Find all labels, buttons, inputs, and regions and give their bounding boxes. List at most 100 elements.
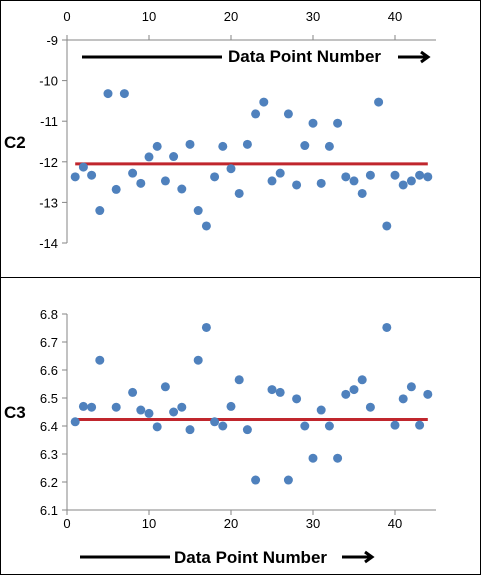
data-point (103, 89, 113, 99)
data-point (226, 401, 236, 411)
data-point (382, 322, 392, 332)
data-point (193, 355, 203, 365)
panel-frame (0, 277, 481, 575)
data-point (341, 389, 351, 399)
y-tick-label: -10 (39, 74, 58, 89)
data-point (136, 178, 146, 188)
y-tick-label: 6.6 (40, 363, 58, 378)
x-tick-label: 40 (388, 516, 402, 531)
data-point (406, 382, 416, 392)
x-tick-label: 30 (306, 516, 320, 531)
y-axis-label: C3 (4, 403, 26, 422)
data-point (365, 170, 375, 180)
data-point (382, 221, 392, 231)
y-tick-label: -12 (39, 155, 58, 170)
data-point (275, 168, 285, 178)
data-point (119, 89, 129, 99)
annotation-label: Data Point Number (228, 47, 381, 66)
data-point (160, 382, 170, 392)
data-point (201, 322, 211, 332)
data-point (210, 417, 220, 427)
data-point (78, 401, 88, 411)
y-axis-label: C2 (4, 133, 26, 152)
chart-panel-1: 0 10 20 30 40 -9 -10 -11 -12 -13 -14 C2 Data Point N… (0, 0, 481, 278)
data-point (218, 421, 228, 431)
data-point (251, 475, 261, 485)
data-point (365, 402, 375, 412)
data-point (160, 176, 170, 186)
data-point (234, 375, 244, 385)
x-tick-label: 10 (142, 516, 156, 531)
y-tick-label: 6.2 (40, 475, 58, 490)
data-point (415, 170, 425, 180)
data-point (169, 407, 179, 417)
data-point (275, 387, 285, 397)
data-point (152, 141, 162, 151)
data-point (415, 420, 425, 430)
data-point (267, 385, 277, 395)
arrow-right-icon (364, 550, 375, 564)
data-point (128, 168, 138, 178)
data-point (193, 206, 203, 216)
data-point (226, 164, 236, 174)
y-tick-label: 6.1 (40, 503, 58, 518)
data-point (316, 405, 326, 415)
data-point (406, 176, 416, 186)
data-point (95, 206, 105, 216)
data-point (218, 141, 228, 151)
data-point (201, 221, 211, 231)
panel-frame (0, 0, 481, 278)
data-point (185, 139, 195, 149)
data-point (111, 184, 121, 194)
x-tick-label: 0 (63, 516, 70, 531)
data-point (333, 453, 343, 463)
data-point (324, 141, 334, 151)
data-point (423, 389, 433, 399)
data-point (136, 405, 146, 415)
data-point (70, 172, 80, 182)
data-point (70, 417, 80, 427)
data-point (292, 394, 302, 404)
data-point (169, 152, 179, 162)
annotation-label: Data Point Number (174, 548, 327, 567)
x-tick-label: 0 (63, 9, 70, 24)
chart-panel-2: 0 10 20 30 40 6.8 6.7 6.6 6.5 6.4 6.3 6.2 6.1 C3 Data … (0, 277, 481, 575)
data-point (333, 118, 343, 128)
data-point (423, 172, 433, 182)
data-point (357, 375, 367, 385)
data-point (300, 421, 310, 431)
data-point (185, 425, 195, 435)
data-point (398, 394, 408, 404)
y-tick-label: 6.3 (40, 447, 58, 462)
data-point (357, 188, 367, 198)
data-point (390, 420, 400, 430)
data-point (349, 385, 359, 395)
data-point (234, 188, 244, 198)
y-tick-label: -11 (40, 114, 58, 129)
data-point (152, 422, 162, 432)
y-tick-label: 6.7 (40, 335, 58, 350)
data-point (374, 97, 384, 107)
data-point (251, 109, 261, 119)
y-tick-label: -14 (39, 236, 58, 251)
data-point (177, 402, 187, 412)
data-point (283, 109, 293, 119)
data-point (242, 425, 252, 435)
y-tick-label: -13 (39, 195, 58, 210)
data-point (111, 402, 121, 412)
data-point (95, 355, 105, 365)
data-point (308, 453, 318, 463)
data-point (210, 172, 220, 182)
y-tick-label: 6.8 (40, 307, 58, 322)
x-tick-label: 20 (224, 9, 238, 24)
data-point (398, 180, 408, 190)
arrow-right-icon (420, 50, 431, 64)
y-tick-label: 6.4 (40, 419, 58, 434)
data-point (177, 184, 187, 194)
data-point (242, 139, 252, 149)
data-point (341, 172, 351, 182)
data-point (144, 152, 154, 162)
data-point (259, 97, 269, 107)
